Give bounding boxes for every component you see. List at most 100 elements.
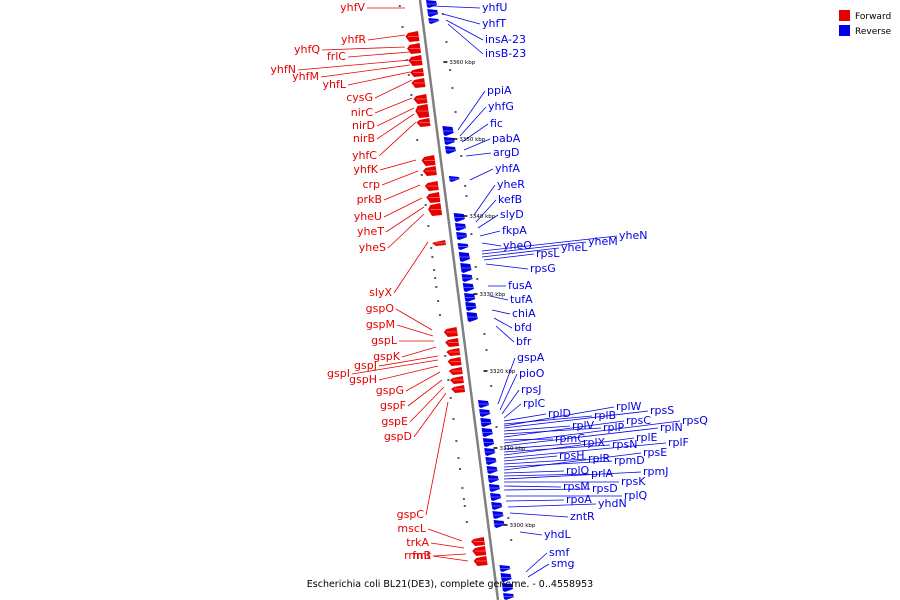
leader-line <box>481 235 618 252</box>
leader-line <box>432 555 469 562</box>
leader-line <box>503 444 611 453</box>
leader-line <box>376 113 415 140</box>
reverse-gene-label: gspA <box>517 351 545 364</box>
reverse-gene-label: yhfA <box>495 162 520 175</box>
reverse-gene-label: rpsH <box>559 449 585 462</box>
reverse-gene-label: yhdN <box>598 497 627 510</box>
leader-line <box>431 5 481 9</box>
reverse-gene-label: fusA <box>508 279 533 292</box>
leader-line <box>396 324 434 337</box>
reverse-gene-label: bfr <box>516 335 532 348</box>
reverse-gene-label: rplD <box>548 407 571 420</box>
kbp-label: 3300 kbp <box>510 523 536 529</box>
reverse-gene-label: yhfU <box>482 1 507 14</box>
forward-gene-label: cysG <box>346 91 373 104</box>
reverse-gene-label: rpsG <box>530 262 556 275</box>
forward-gene-label: gspK <box>373 350 401 363</box>
kbp-markers: 3360 kbp 3350 kbp 3340 kbp 3330 kbp 3320 kbp… <box>443 60 536 529</box>
forward-gene-label: gspD <box>384 430 412 443</box>
leader-line <box>393 241 429 294</box>
forward-gene-label: yhfC <box>352 149 377 162</box>
forward-gene-label: nirD <box>352 119 375 132</box>
reverse-gene-label: rpmJ <box>643 465 668 478</box>
leader-line <box>387 213 425 249</box>
leader-line <box>405 371 441 392</box>
kbp-label: 3350 kbp <box>459 137 485 143</box>
leader-line <box>509 512 569 518</box>
reverse-gene-label: argD <box>493 146 520 159</box>
forward-gene-label: yhfL <box>323 78 347 91</box>
backbone-ticks <box>398 5 513 541</box>
forward-gene-label: trkA <box>406 536 429 549</box>
reverse-gene-label: pioO <box>519 367 545 380</box>
reverse-gene-label: insB-23 <box>485 47 526 60</box>
reverse-gene-label: kefB <box>498 193 522 206</box>
leader-line <box>475 199 497 223</box>
forward-gene-label: yheS <box>359 241 386 254</box>
forward-gene-label: gspH <box>349 373 377 386</box>
kbp-label: 3320 kbp <box>489 369 515 375</box>
reverse-gene-label: yheM <box>588 235 618 248</box>
leader-line <box>347 71 411 86</box>
forward-gene-label: yheT <box>357 225 384 238</box>
leader-line <box>459 106 487 137</box>
legend-forward-swatch <box>839 10 850 21</box>
forward-gene-label: gspF <box>380 399 406 412</box>
forward-gene-label: frlC <box>327 50 346 63</box>
reverse-gene-label: smf <box>549 546 570 559</box>
reverse-gene-label: prlA <box>591 467 614 480</box>
reverse-gene-label: insA-23 <box>485 33 526 46</box>
leader-line <box>503 413 547 422</box>
leader-line <box>383 197 423 218</box>
leader-line <box>503 403 522 419</box>
leader-line <box>457 90 486 131</box>
forward-gene-label: prkB <box>357 193 382 206</box>
forward-gene-label: gspL <box>371 334 398 347</box>
leader-line <box>383 184 421 201</box>
reverse-gene-label: rpsM <box>563 480 590 493</box>
leader-line <box>499 373 518 411</box>
leader-line <box>519 531 543 536</box>
kbp-label: 3310 kbp <box>500 446 526 452</box>
reverse-gene-label: rplV <box>572 419 595 432</box>
forward-gene-label: yhfQ <box>294 43 320 56</box>
leader-line <box>497 357 516 405</box>
leader-line <box>469 168 494 181</box>
forward-gene-label: gspO <box>366 302 395 315</box>
forward-gene-label: yhfN <box>270 63 296 76</box>
reverse-gene-label: rpsD <box>592 482 618 495</box>
reverse-gene-label: yhfG <box>488 100 514 113</box>
reverse-gene-label: yheR <box>497 178 525 191</box>
reverse-gene-label: rplE <box>636 431 658 444</box>
reverse-gene-label: rpmC <box>555 432 585 445</box>
leader-line <box>379 159 417 171</box>
reverse-gene-label: tufA <box>510 293 533 306</box>
leader-line <box>503 438 554 441</box>
forward-gene-label: nirB <box>353 132 375 145</box>
leader-line <box>507 503 597 508</box>
leader-line <box>505 499 565 502</box>
leader-line <box>347 51 411 58</box>
forward-gene-label: mscL <box>397 522 426 535</box>
leader-line <box>503 485 562 488</box>
leader-line <box>432 553 467 557</box>
leader-line <box>477 214 499 229</box>
reverse-gene-label: rpsJ <box>521 383 541 396</box>
forward-gene-label: gspM <box>366 318 395 331</box>
leader-line <box>503 455 558 462</box>
reverse-gene-label: slyD <box>500 208 524 221</box>
leader-line <box>473 184 496 216</box>
leader-line <box>503 427 602 435</box>
reverse-gene-label: rpmD <box>614 454 645 467</box>
forward-gene-label: yhfM <box>292 70 319 83</box>
leader-line <box>463 138 491 151</box>
reverse-gene-label: yhfT <box>482 17 506 30</box>
label-leaders <box>297 5 681 578</box>
leader-line <box>378 365 439 381</box>
leader-line <box>445 19 484 41</box>
reverse-gene-label: rplX <box>583 436 606 449</box>
leader-line <box>483 253 535 261</box>
kbp-label: 3330 kbp <box>479 292 505 298</box>
reverse-gene-label: rpsK <box>621 475 646 488</box>
